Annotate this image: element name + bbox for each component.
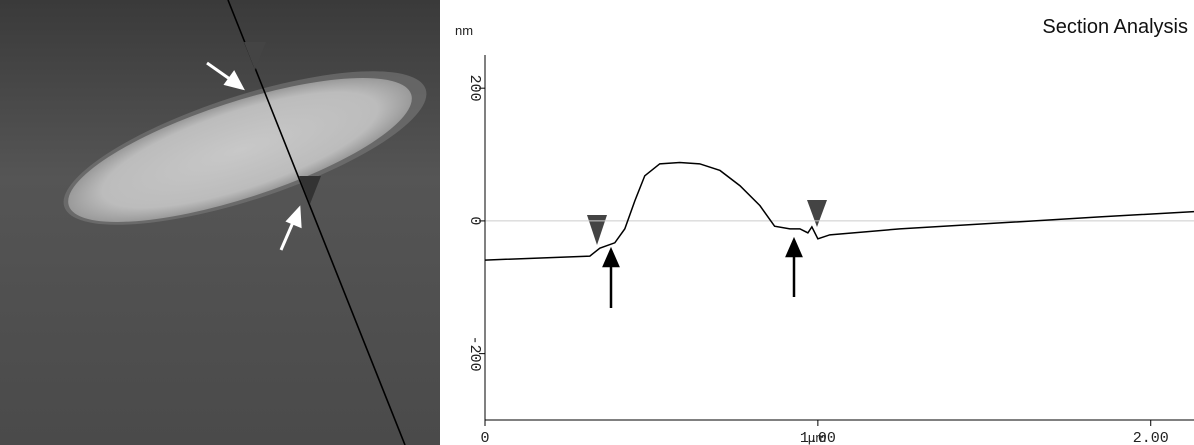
afm-image — [0, 0, 440, 445]
y-axis-label: nm — [455, 23, 473, 38]
x-tick-label: 1.00 — [800, 430, 836, 445]
x-tick-label: 0 — [480, 430, 489, 445]
chart-title: Section Analysis — [1042, 16, 1188, 38]
bacterium — [68, 78, 412, 222]
section-marker — [299, 176, 321, 204]
afm-background — [0, 0, 440, 445]
y-tick-label: 200 — [466, 75, 483, 102]
section-marker — [244, 42, 266, 70]
black-arrows — [602, 236, 803, 308]
white-arrows — [206, 61, 302, 251]
x-axis-label: µm — [808, 430, 826, 445]
y-tick-label: 0 — [466, 216, 483, 225]
x-tick-label: 2.00 — [1133, 430, 1169, 445]
profile-line — [484, 161, 1194, 261]
y-tick-label: -200 — [466, 336, 483, 372]
section-marker — [807, 200, 827, 227]
section-marker — [587, 215, 607, 245]
section-line — [227, 0, 406, 445]
annotations — [587, 200, 827, 308]
